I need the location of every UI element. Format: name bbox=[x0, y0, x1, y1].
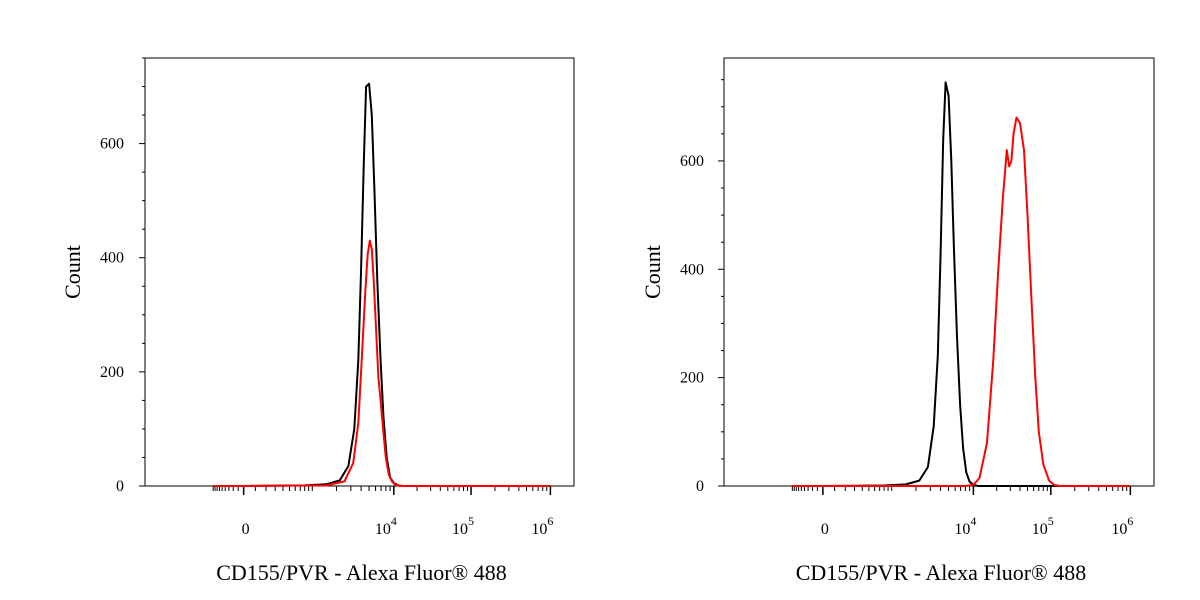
series-line-red bbox=[792, 116, 1131, 487]
x-tick-label: 104 bbox=[375, 514, 397, 538]
plot-frame bbox=[144, 57, 575, 487]
y-tick-label: 200 bbox=[680, 370, 704, 387]
y-tick-label: 200 bbox=[100, 364, 124, 381]
y-tick-label: 0 bbox=[116, 478, 124, 495]
series-line-black bbox=[213, 82, 551, 487]
x-tick-label: 104 bbox=[954, 514, 976, 538]
x-tick-label: 0 bbox=[821, 521, 829, 538]
y-tick-label: 600 bbox=[100, 136, 124, 153]
x-tick-label: 106 bbox=[1111, 514, 1133, 538]
y-tick-label: 600 bbox=[680, 153, 704, 170]
y-axis-label: Count bbox=[60, 245, 85, 299]
y-tick-label: 0 bbox=[696, 478, 704, 495]
x-axis-label: CD155/PVR - Alexa Fluor® 488 bbox=[796, 560, 1087, 585]
x-tick-label: 105 bbox=[452, 514, 474, 538]
plot-frame bbox=[723, 57, 1155, 487]
series-line-black bbox=[792, 81, 1131, 487]
y-axis-label: Count bbox=[640, 245, 665, 299]
x-tick-label: 0 bbox=[242, 521, 250, 538]
histogram-panel-left: 0 200 400 600 0 104 105 106 CD155/PVR - Alexa Fl… bbox=[60, 57, 575, 585]
x-axis-label: CD155/PVR - Alexa Fluor® 488 bbox=[216, 560, 507, 585]
x-tick-label: 106 bbox=[531, 514, 553, 538]
series-line-red bbox=[213, 239, 551, 487]
y-tick-label: 400 bbox=[100, 250, 124, 267]
y-tick-label: 400 bbox=[680, 261, 704, 278]
histogram-panel-right: 0 200 400 600 0 104 105 106 CD155/PVR - Alexa Fl… bbox=[640, 57, 1155, 585]
x-tick-label: 105 bbox=[1032, 514, 1054, 538]
